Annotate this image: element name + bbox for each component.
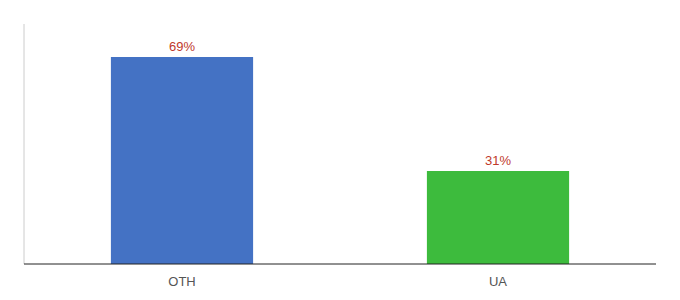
data-label: 69% bbox=[169, 39, 195, 54]
chart-container: 69% 31% OTH UA bbox=[0, 0, 680, 300]
data-labels: 69% 31% bbox=[169, 39, 511, 168]
chart-svg: 69% 31% OTH UA bbox=[0, 0, 680, 300]
data-label: 31% bbox=[485, 153, 511, 168]
x-axis-line bbox=[24, 264, 656, 265]
x-tick-label: UA bbox=[489, 274, 507, 289]
x-tick-label: OTH bbox=[168, 274, 195, 289]
bars bbox=[111, 57, 569, 264]
bar bbox=[427, 171, 569, 264]
bar bbox=[111, 57, 253, 264]
x-tick-labels: OTH UA bbox=[168, 274, 507, 289]
y-axis-line bbox=[24, 24, 25, 264]
